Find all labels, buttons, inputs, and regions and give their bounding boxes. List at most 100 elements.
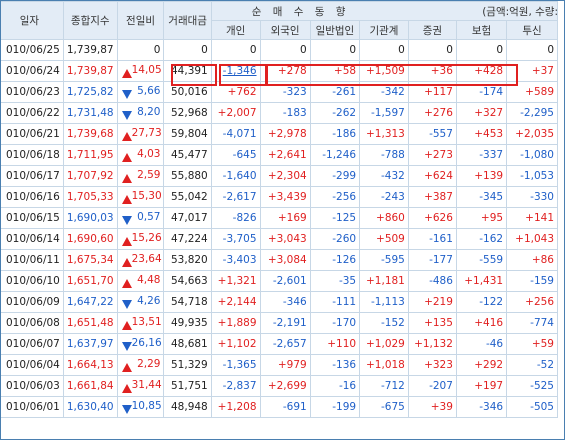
cell-change: 0 <box>116 39 165 61</box>
table-row[interactable]: 010/06/23 1,725,82 5,66 50,016 +762 -323 -261-… <box>1 81 558 103</box>
cell-investor-4: +1,132 <box>407 333 457 355</box>
cell-index: 1,725,82 <box>62 81 118 103</box>
cell-date: 010/06/08 <box>1 312 64 334</box>
group-title: 순 매 수 동 향 <box>251 5 350 18</box>
table-row[interactable]: 010/06/25 1,739,87 0 0 0 0 0 0 0 0 0 <box>1 39 558 61</box>
header-investor-0[interactable]: 개인 <box>210 20 261 40</box>
cell-index: 1,651,70 <box>62 270 118 292</box>
cell-investor-0: -2,837 <box>210 375 261 397</box>
down-triangle-icon <box>121 216 132 225</box>
table-row[interactable]: 010/06/04 1,664,13 2,29 51,329 -1,365 +979 -13… <box>1 354 558 376</box>
cell-investor-5: -174 <box>455 81 508 103</box>
table-row[interactable]: 010/06/07 1,637,97 26,16 48,681 +1,102 -2,657… <box>1 333 558 355</box>
table-row[interactable]: 010/06/01 1,630,40 10,85 48,948 +1,208 -691 -1… <box>1 396 558 418</box>
cell-index: 1,739,68 <box>62 123 118 145</box>
change-value: 10,85 <box>131 400 162 412</box>
cell-date: 010/06/22 <box>1 102 64 124</box>
header-investor-5[interactable]: 보험 <box>455 20 508 40</box>
change-value: 2,59 <box>137 169 161 181</box>
down-triangle-icon <box>121 300 132 309</box>
table-row[interactable]: 010/06/21 1,739,68 27,73 59,804 -4,071 +2,978… <box>1 123 558 145</box>
cell-investor-4: +387 <box>407 186 457 208</box>
cell-volume: 47,224 <box>163 228 212 250</box>
header-index[interactable]: 종합지수 <box>62 1 118 40</box>
cell-investor-6: -159 <box>506 270 558 292</box>
cell-change: 8,20 <box>116 102 165 124</box>
up-triangle-icon <box>121 321 132 330</box>
cell-investor-5: +95 <box>455 207 508 229</box>
cell-change: 13,51 <box>116 312 165 334</box>
cell-investor-0: -3,705 <box>210 228 261 250</box>
cell-investor-6: -330 <box>506 186 558 208</box>
unit-note: (금액:억원, 수량: <box>482 5 558 18</box>
cell-investor-1: +2,978 <box>259 123 311 145</box>
cell-volume: 48,681 <box>163 333 212 355</box>
cell-investor-4: -486 <box>407 270 457 292</box>
cell-investor-6: -1,080 <box>506 144 558 166</box>
cell-investor-5: -162 <box>455 228 508 250</box>
header-volume[interactable]: 거래대금 <box>163 1 212 40</box>
cell-date: 010/06/09 <box>1 291 64 313</box>
change-value: 27,73 <box>131 127 162 139</box>
table-row[interactable]: 010/06/18 1,711,95 4,03 45,477 -645 +2,641 -1,… <box>1 144 558 166</box>
header-investor-3[interactable]: 기관계 <box>359 20 409 40</box>
down-triangle-icon <box>121 111 132 120</box>
table-row[interactable]: 010/06/08 1,651,48 13,51 49,935 +1,889 -2,191… <box>1 312 558 334</box>
cell-investor-4: +626 <box>407 207 457 229</box>
cell-investor-1: +2,699 <box>259 375 311 397</box>
cell-investor-3: +860 <box>359 207 409 229</box>
header-date[interactable]: 일자 <box>1 1 64 40</box>
cell-investor-0: +2,007 <box>210 102 261 124</box>
table-row[interactable]: 010/06/22 1,731,48 8,20 52,968 +2,007 -183 -26… <box>1 102 558 124</box>
up-triangle-icon <box>121 174 132 183</box>
change-value: 4,26 <box>137 295 161 307</box>
table-row[interactable]: 010/06/14 1,690,60 15,26 47,224 -3,705 +3,043… <box>1 228 558 250</box>
cell-investor-4: +117 <box>407 81 457 103</box>
cell-index: 1,637,97 <box>62 333 118 355</box>
cell-investor-5: +292 <box>455 354 508 376</box>
cell-index: 1,675,34 <box>62 249 118 271</box>
table-row[interactable]: 010/06/03 1,661,84 31,44 51,751 -2,837 +2,699… <box>1 375 558 397</box>
cell-investor-5: +139 <box>455 165 508 187</box>
header-investor-6[interactable]: 투신 <box>506 20 558 40</box>
cell-index: 1,647,22 <box>62 291 118 313</box>
cell-date: 010/06/14 <box>1 228 64 250</box>
table-row[interactable]: 010/06/09 1,647,22 4,26 54,718 +2,144 -346 -11… <box>1 291 558 313</box>
cell-investor-0: -1,346 <box>210 60 261 82</box>
cell-investor-0: -1,640 <box>210 165 261 187</box>
header-investor-4[interactable]: 증권 <box>407 20 457 40</box>
table-row[interactable]: 010/06/16 1,705,33 15,30 55,042 -2,617 +3,439… <box>1 186 558 208</box>
up-triangle-icon <box>121 153 132 162</box>
cell-investor-0: +1,321 <box>210 270 261 292</box>
cell-investor-6: -525 <box>506 375 558 397</box>
table-row[interactable]: 010/06/11 1,675,34 23,64 53,820 -3,403 +3,084… <box>1 249 558 271</box>
header-investor-2[interactable]: 일반법인 <box>309 20 361 40</box>
cell-volume: 52,968 <box>163 102 212 124</box>
cell-investor-5: -337 <box>455 144 508 166</box>
cell-investor-3: -342 <box>359 81 409 103</box>
cell-investor-4: -557 <box>407 123 457 145</box>
change-value: 0 <box>153 44 161 56</box>
cell-investor-5: +453 <box>455 123 508 145</box>
cell-investor-6: +589 <box>506 81 558 103</box>
cell-date: 010/06/03 <box>1 375 64 397</box>
cell-index: 1,731,48 <box>62 102 118 124</box>
table-row[interactable]: 010/06/24 1,739,87 14,05 44,391 -1,346 +278 +5… <box>1 60 558 82</box>
cell-volume: 0 <box>163 39 212 61</box>
header-investor-1[interactable]: 외국인 <box>259 20 311 40</box>
cell-investor-4: +219 <box>407 291 457 313</box>
cell-volume: 48,948 <box>163 396 212 418</box>
up-triangle-icon <box>121 237 132 246</box>
cell-investor-2: -260 <box>309 228 361 250</box>
change-value: 5,66 <box>137 85 161 97</box>
table-row[interactable]: 010/06/17 1,707,92 2,59 55,880 -1,640 +2,304-… <box>1 165 558 187</box>
cell-investor-5: -559 <box>455 249 508 271</box>
cell-investor-1: +3,043 <box>259 228 311 250</box>
cell-investor-1: +3,084 <box>259 249 311 271</box>
table-row[interactable]: 010/06/15 1,690,03 0,57 47,017 -826 +169 -125 +… <box>1 207 558 229</box>
header-change[interactable]: 전일비 <box>116 1 165 40</box>
table-row[interactable]: 010/06/10 1,651,70 4,48 54,663 +1,321 -2,601-… <box>1 270 558 292</box>
cell-investor-6: +2,035 <box>506 123 558 145</box>
cell-investor-0: -2,617 <box>210 186 261 208</box>
